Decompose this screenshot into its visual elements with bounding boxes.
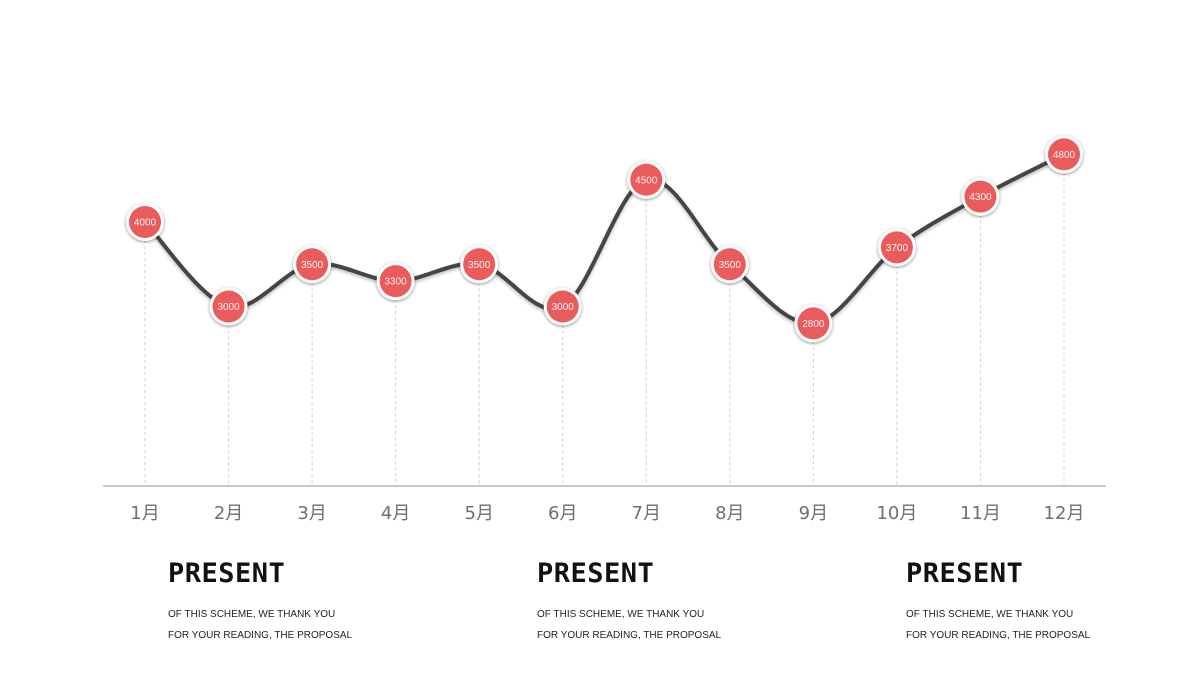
data-point-label: 3500 bbox=[301, 260, 324, 271]
x-tick-label: 7月 bbox=[632, 503, 661, 524]
info-block-2: PRESENT OF THIS SCHEME, WE THANK YOU FOR… bbox=[537, 558, 797, 646]
data-point: 4800 bbox=[1045, 135, 1083, 174]
data-point: 4300 bbox=[961, 177, 1000, 216]
x-tick-label: 8月 bbox=[715, 503, 744, 524]
x-tick-label: 1月 bbox=[130, 503, 159, 524]
data-point-label: 3300 bbox=[385, 277, 408, 288]
x-tick-label: 3月 bbox=[297, 503, 326, 524]
guide-lines bbox=[144, 154, 1065, 486]
x-tick-label: 10月 bbox=[876, 503, 917, 524]
x-tick-label: 4月 bbox=[381, 503, 410, 524]
info-block-1: PRESENT OF THIS SCHEME, WE THANK YOU FOR… bbox=[168, 558, 428, 646]
info-block-line: FOR YOUR READING, THE PROPOSAL bbox=[537, 630, 722, 641]
data-point: 3500 bbox=[710, 245, 749, 284]
info-block-title: PRESENT bbox=[537, 558, 655, 589]
data-point: 4000 bbox=[126, 203, 164, 241]
data-point: 3500 bbox=[293, 245, 332, 284]
data-point-dot bbox=[713, 248, 746, 281]
data-point-label: 3500 bbox=[719, 260, 742, 271]
data-point: 3300 bbox=[376, 262, 415, 301]
x-tick-label: 11月 bbox=[960, 503, 1001, 524]
info-block-title: PRESENT bbox=[906, 558, 1024, 589]
x-tick-label: 9月 bbox=[799, 503, 828, 524]
data-point-label: 4300 bbox=[969, 192, 992, 203]
data-point-dot bbox=[379, 265, 412, 298]
data-point: 2800 bbox=[794, 304, 833, 343]
info-block-line: FOR YOUR READING, THE PROPOSAL bbox=[906, 630, 1091, 641]
x-tick-label: 12月 bbox=[1044, 503, 1085, 524]
data-point-dot bbox=[463, 248, 496, 281]
info-block-title: PRESENT bbox=[168, 558, 286, 589]
info-block-line: OF THIS SCHEME, WE THANK YOU bbox=[906, 609, 1074, 620]
data-point-dot bbox=[296, 248, 329, 281]
data-point-label: 4500 bbox=[635, 175, 658, 186]
data-point-dot bbox=[212, 290, 245, 323]
data-point: 3700 bbox=[877, 228, 916, 267]
series-line bbox=[143, 152, 1066, 326]
x-tick-labels: 1月 2月 3月 4月 5月 6月 7月 8月 9月 10月 11月 12月 bbox=[130, 503, 1084, 524]
data-point-label: 3700 bbox=[886, 243, 909, 254]
data-point-dot bbox=[546, 290, 579, 323]
data-point-label: 4000 bbox=[134, 218, 157, 229]
info-block-line: FOR YOUR READING, THE PROPOSAL bbox=[168, 630, 353, 641]
info-block-3: PRESENT OF THIS SCHEME, WE THANK YOU FOR… bbox=[906, 558, 1166, 646]
data-point-label: 3000 bbox=[217, 302, 240, 313]
data-point-dot bbox=[630, 163, 663, 196]
x-tick-label: 2月 bbox=[214, 503, 243, 524]
data-point: 4500 bbox=[627, 160, 666, 199]
data-point-label: 3500 bbox=[468, 260, 491, 271]
data-point-dot bbox=[797, 307, 830, 340]
info-block-line: OF THIS SCHEME, WE THANK YOU bbox=[537, 609, 705, 620]
data-point-label: 2800 bbox=[802, 319, 825, 330]
data-point: 3500 bbox=[460, 245, 499, 284]
info-block-line: OF THIS SCHEME, WE THANK YOU bbox=[168, 609, 336, 620]
x-tick-label: 6月 bbox=[548, 503, 577, 524]
data-point-dot bbox=[1048, 138, 1080, 171]
data-point: 3000 bbox=[543, 287, 582, 326]
data-markers: 4000 3000 3500 3300 3500 3000 4500 3500 2800 3700… bbox=[126, 135, 1083, 343]
data-point-label: 4800 bbox=[1053, 150, 1076, 161]
data-point-dot bbox=[880, 231, 913, 264]
x-tick-label: 5月 bbox=[464, 503, 493, 524]
data-point-dot bbox=[964, 180, 997, 213]
data-point-dot bbox=[129, 206, 161, 238]
data-point-label: 3000 bbox=[552, 302, 575, 313]
data-point: 3000 bbox=[209, 287, 248, 326]
